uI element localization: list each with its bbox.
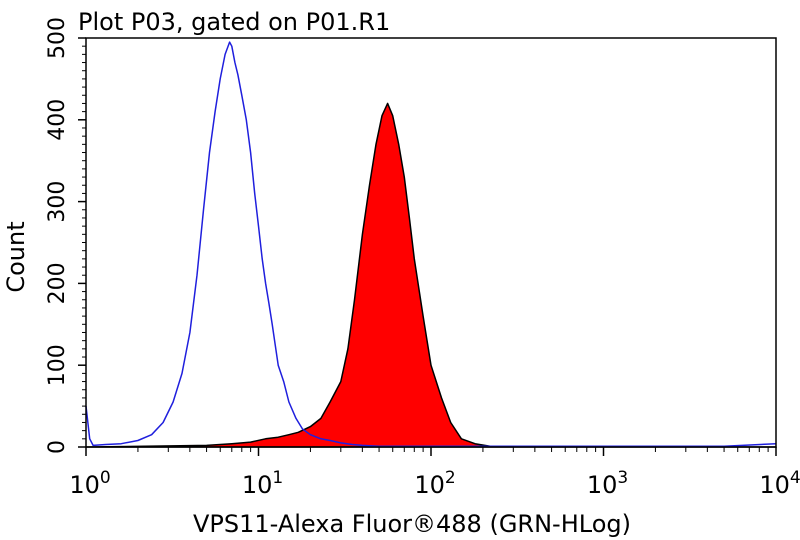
y-axis-label: Count bbox=[2, 221, 30, 292]
y-tick-label: 0 bbox=[45, 440, 70, 454]
x-tick-label: 103 bbox=[587, 468, 628, 499]
series-layer bbox=[85, 41, 777, 448]
x-tick-label: 101 bbox=[242, 468, 283, 499]
x-tick-label: 102 bbox=[414, 468, 455, 499]
y-tick-label: 100 bbox=[45, 344, 70, 386]
y-tick-label: 200 bbox=[45, 262, 70, 304]
y-tick-label: 300 bbox=[45, 181, 70, 223]
series-filled-histogram bbox=[85, 102, 777, 448]
y-tick-label: 500 bbox=[45, 17, 70, 59]
x-tick-label: 100 bbox=[69, 468, 110, 499]
series-outline-histogram bbox=[85, 41, 777, 447]
y-tick-label: 400 bbox=[45, 99, 70, 141]
x-tick-label: 104 bbox=[759, 468, 800, 499]
x-axis-label: VPS11-Alexa Fluor®488 (GRN-HLog) bbox=[193, 510, 631, 538]
chart-title: Plot P03, gated on P01.R1 bbox=[78, 8, 390, 36]
axes-layer: 0 100 200 300 400 500 100 101 102 103 104 bbox=[45, 17, 800, 499]
